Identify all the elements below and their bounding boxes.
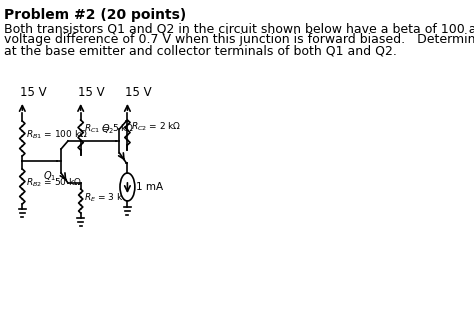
Text: voltage difference of 0.7 V when this junction is forward biased.   Determine th: voltage difference of 0.7 V when this ju…: [4, 33, 474, 46]
Text: $R_E$ = 3 k: $R_E$ = 3 k: [84, 192, 124, 204]
Text: 1 mA: 1 mA: [137, 182, 164, 192]
Text: 15 V: 15 V: [125, 86, 151, 99]
Text: 15 V: 15 V: [78, 86, 105, 99]
Text: Both transistors Q1 and Q2 in the circuit shown below have a beta of 100 and bas: Both transistors Q1 and Q2 in the circui…: [4, 22, 474, 35]
Text: $R_{C2}$ = 2 kΩ: $R_{C2}$ = 2 kΩ: [131, 121, 182, 133]
Text: $Q_2$: $Q_2$: [101, 122, 114, 136]
Text: at the base emitter and collector terminals of both Q1 and Q2.: at the base emitter and collector termin…: [4, 44, 397, 57]
Text: Problem #2 (20 points): Problem #2 (20 points): [4, 8, 186, 22]
Text: $R_{C1}$ = 5 kΩ: $R_{C1}$ = 5 kΩ: [84, 122, 134, 135]
Text: $R_{B1}$ = 100 kΩ: $R_{B1}$ = 100 kΩ: [26, 128, 88, 141]
Text: 15 V: 15 V: [19, 86, 46, 99]
Text: $R_{B2}$ = 50 kΩ: $R_{B2}$ = 50 kΩ: [26, 176, 82, 189]
Text: $Q_1$: $Q_1$: [43, 169, 56, 183]
